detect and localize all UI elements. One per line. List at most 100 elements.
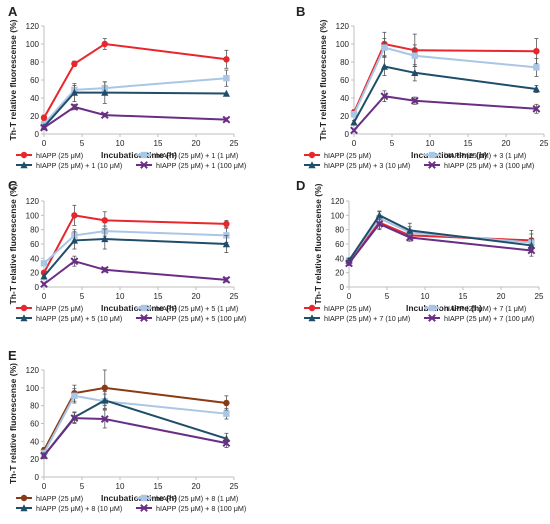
data-point <box>411 52 418 59</box>
data-point <box>40 272 48 280</box>
legend-swatch-marker <box>140 504 148 512</box>
legend-item: hIAPP (25 μM) + 8 (10 μM) <box>16 504 122 513</box>
legend-item: hIAPP (25 μM) <box>16 151 83 160</box>
series-line <box>43 394 227 454</box>
legend-item: hIAPP (25 μM) <box>304 151 371 160</box>
panel-c: C 0 20 40 60 80 100 120 0 5 10 15 20 25 Th-T relative … <box>8 178 246 323</box>
x-tick-label: 25 <box>535 292 544 301</box>
legend-label: hIAPP (25 μM) + 1 (10 μM) <box>36 161 122 170</box>
legend-swatch-marker <box>308 161 316 169</box>
legend-item: hIAPP (25 μM) + 3 (10 μM) <box>304 161 410 170</box>
y-tick-label: 120 <box>26 366 40 375</box>
y-tick-label: 100 <box>26 211 40 220</box>
y-tick-label: 80 <box>335 226 344 235</box>
legend: hIAPP (25 μM) hIAPP (25 μM) + 1 (1 μM)hIA… <box>16 151 246 170</box>
series-line <box>348 222 532 264</box>
y-tick-label: 20 <box>30 269 39 278</box>
y-tick-label: 0 <box>340 283 345 292</box>
series-4 <box>40 255 231 289</box>
legend-item: hIAPP (25 μM) + 7 (100 μM) <box>424 314 534 323</box>
data-point <box>380 92 389 101</box>
legend-item: hIAPP (25 μM) + 5 (10 μM) <box>16 314 122 323</box>
data-point <box>375 211 383 219</box>
y-axis-label: Th-T relative fluorescense (%) <box>8 19 18 140</box>
legend-swatch-marker <box>20 304 28 312</box>
legend-item: hIAPP (25 μM) + 1 (1 μM) <box>136 151 238 160</box>
y-tick-label: 0 <box>35 283 40 292</box>
series-line <box>43 417 227 457</box>
y-tick-label: 80 <box>30 58 39 67</box>
y-axis-label: Th-T relative fluorescense (%) <box>8 363 18 484</box>
legend: hIAPP (25 μM) hIAPP (25 μM) + 5 (1 μM)hIA… <box>16 304 246 323</box>
series-line <box>43 91 227 128</box>
data-point <box>350 126 358 135</box>
series-line <box>353 46 537 115</box>
y-tick-label: 100 <box>331 211 345 220</box>
series-line <box>348 214 532 262</box>
legend-swatch-marker <box>20 314 28 322</box>
series-2 <box>345 211 535 264</box>
data-point <box>70 414 79 423</box>
series-line <box>43 237 227 277</box>
legend-swatch-marker <box>428 314 436 322</box>
legend-item: hIAPP (25 μM) + 5 (100 μM) <box>136 314 246 323</box>
data-point <box>71 392 78 400</box>
series-line <box>43 386 227 451</box>
series-line <box>353 65 537 123</box>
y-tick-label: 100 <box>26 384 40 393</box>
x-tick-label: 20 <box>192 292 201 301</box>
legend-label: hIAPP (25 μM) + 8 (10 μM) <box>36 504 122 513</box>
data-point <box>375 220 384 228</box>
legend-item: hIAPP (25 μM) + 7 (1 μM) <box>424 304 526 313</box>
data-point <box>223 410 230 417</box>
legend-swatch-marker <box>308 151 316 159</box>
x-tick-label: 0 <box>42 292 47 301</box>
x-tick-label: 25 <box>230 292 239 301</box>
legend-swatch-marker <box>140 151 148 159</box>
data-point <box>100 111 109 120</box>
y-tick-label: 40 <box>30 94 39 103</box>
series-3 <box>350 57 540 126</box>
series-3 <box>40 228 230 280</box>
data-point <box>100 265 109 274</box>
data-point <box>101 396 109 404</box>
legend-label: hIAPP (25 μM) + 1 (100 μM) <box>156 161 246 170</box>
legend-label: hIAPP (25 μM) + 1 (1 μM) <box>156 151 238 160</box>
data-point <box>350 118 358 126</box>
legend-item: hIAPP (25 μM) + 8 (1 μM) <box>136 494 238 503</box>
data-point <box>70 257 79 266</box>
data-point <box>222 89 230 97</box>
x-tick-label: 25 <box>230 139 239 148</box>
y-tick-label: 60 <box>335 240 344 249</box>
data-point <box>223 399 230 407</box>
legend-label: hIAPP (25 μM) + 7 (100 μM) <box>444 314 534 323</box>
legend: hIAPP (25 μM) hIAPP (25 μM) + 7 (1 μM)hIA… <box>304 304 534 323</box>
panel-letter: C <box>8 178 18 193</box>
data-point <box>40 260 48 267</box>
legend-swatch-marker <box>140 161 148 169</box>
legend-label: hIAPP (25 μM) <box>36 151 83 160</box>
x-tick-label: 15 <box>154 139 163 148</box>
x-tick-label: 5 <box>390 139 395 148</box>
legend-swatch-marker <box>20 151 28 159</box>
x-tick-label: 15 <box>464 139 473 148</box>
x-tick-label: 5 <box>80 482 85 491</box>
series-line <box>43 230 227 265</box>
legend-label: hIAPP (25 μM) <box>36 494 83 503</box>
x-tick-label: 10 <box>426 139 435 148</box>
panel-d: D 0 20 40 60 80 100 120 0 5 10 15 20 25 Th-T relative … <box>296 178 544 323</box>
legend-label: hIAPP (25 μM) + 3 (100 μM) <box>444 161 534 170</box>
y-tick-label: 80 <box>340 58 349 67</box>
y-tick-label: 60 <box>30 240 39 249</box>
legend-item: hIAPP (25 μM) + 5 (1 μM) <box>136 304 238 313</box>
legend-label: hIAPP (25 μM) + 7 (10 μM) <box>324 314 410 323</box>
data-point <box>411 69 419 76</box>
panel-letter: E <box>8 348 17 363</box>
x-tick-label: 20 <box>192 139 201 148</box>
y-axis-label: Th-T relative fluorescense (%) <box>313 183 323 304</box>
y-tick-label: 0 <box>35 473 40 482</box>
y-tick-label: 0 <box>35 130 40 139</box>
data-point <box>345 259 353 268</box>
panel-letter: D <box>296 178 305 193</box>
